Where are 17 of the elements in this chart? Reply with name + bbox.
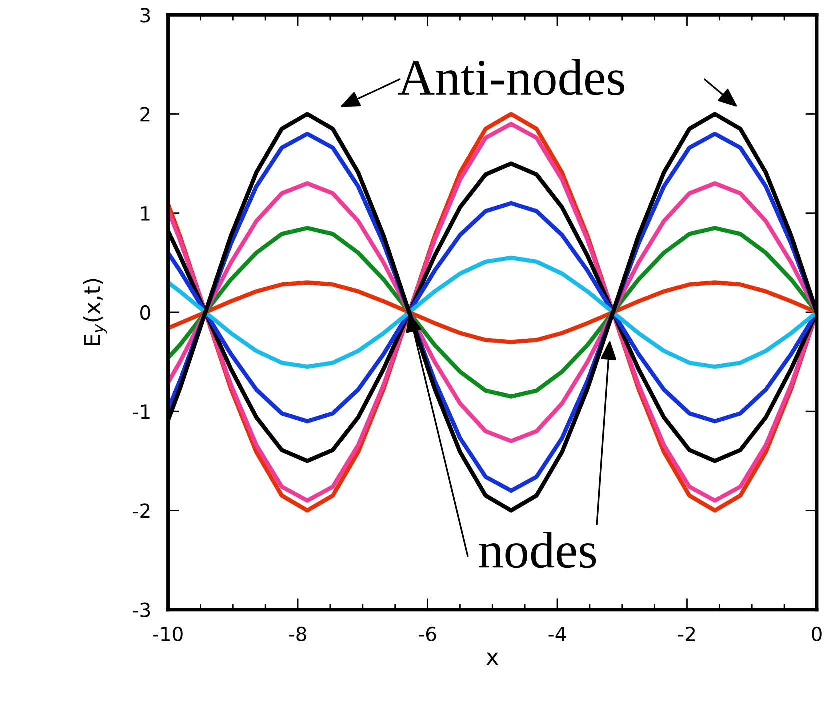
x-tick-label: -6 <box>419 626 436 642</box>
x-tick-label: -8 <box>289 626 306 642</box>
y-tick-label: 1 <box>141 206 150 221</box>
x-axis-title: x <box>486 652 498 665</box>
x-tick-label: 0 <box>812 626 822 642</box>
x-tick-label: -10 <box>153 626 183 642</box>
y-tick-label: 3 <box>140 8 150 23</box>
y-axis-title: E$_{y}$(x,t) <box>83 279 108 346</box>
y-tick-label: 2 <box>140 107 150 122</box>
annotation: nodes <box>479 532 596 568</box>
y-tick-label: -2 <box>133 504 150 518</box>
x-tick-label: -4 <box>548 627 566 642</box>
x-tick-label: -2 <box>678 626 695 642</box>
y-tick-label: -3 <box>133 602 150 618</box>
annotation: Anti-nodes <box>398 59 624 96</box>
y-tick-label: 0 <box>140 305 150 320</box>
y-tick-label: -1 <box>133 404 150 419</box>
